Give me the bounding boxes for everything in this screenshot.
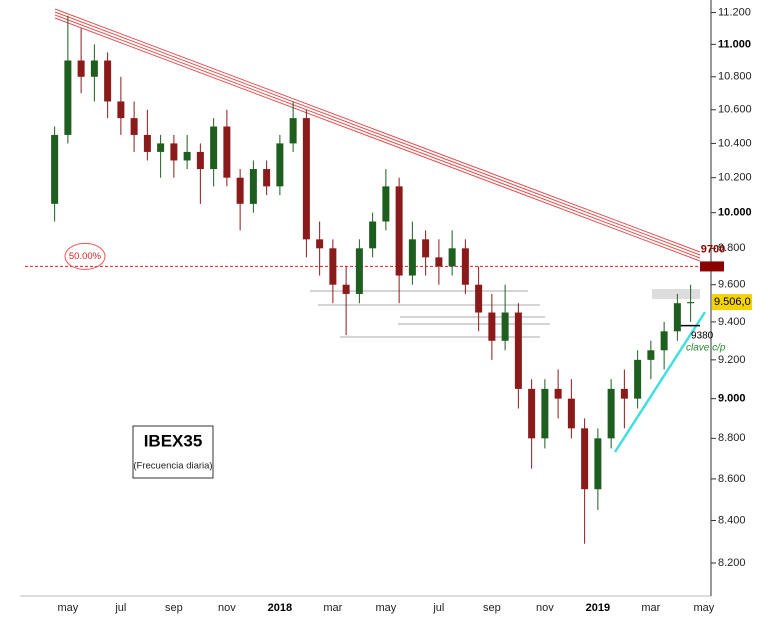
- candle-body: [395, 186, 403, 276]
- candle-body: [276, 143, 284, 187]
- retracement-label: 50.00%: [69, 251, 102, 262]
- candle-body: [554, 388, 562, 399]
- candle-body: [104, 60, 112, 102]
- x-tick-label: may: [693, 602, 714, 614]
- y-tick-label: 10.600: [718, 104, 752, 116]
- candle-body: [475, 284, 483, 313]
- legend-box: IBEX35 (Frecuencia diaria): [132, 425, 214, 479]
- candle-body: [501, 312, 509, 341]
- x-tick-label: jul: [432, 602, 444, 614]
- chart-subtitle: (Frecuencia diaria): [133, 461, 212, 472]
- candle-body: [408, 239, 416, 276]
- y-tick-label: 8.600: [718, 473, 746, 485]
- candle-body: [316, 239, 324, 249]
- resistance-channel: [54, 8, 701, 262]
- candle-body: [448, 248, 456, 267]
- y-tick-label: 8.200: [718, 557, 746, 569]
- candle-body: [183, 151, 191, 161]
- candle-body: [594, 438, 602, 490]
- candle-body: [514, 312, 522, 389]
- candle-body: [541, 388, 549, 439]
- candle-body: [382, 186, 390, 222]
- y-tick-label: 9.200: [718, 354, 746, 366]
- last-price-box: [712, 294, 752, 311]
- candle-body: [302, 118, 310, 240]
- y-tick-label: 10.400: [718, 137, 752, 149]
- candle-body: [90, 60, 98, 77]
- x-tick-label: mar: [323, 602, 342, 614]
- x-tick-label: jul: [114, 602, 126, 614]
- candle-body: [647, 350, 655, 360]
- candle-body: [435, 257, 443, 267]
- x-tick-label: sep: [483, 602, 501, 614]
- candle-body: [157, 143, 165, 152]
- last-price-label: 9.506,0: [714, 296, 751, 308]
- candle-body: [289, 118, 297, 144]
- candle-body: [263, 169, 271, 187]
- key-level-note: clave c/p: [686, 342, 726, 353]
- candle-body: [369, 221, 377, 249]
- x-tick-label: nov: [536, 602, 554, 614]
- retracement-axis-label: 9700: [701, 243, 725, 255]
- y-tick-label: 11.200: [718, 6, 751, 18]
- candle-body: [355, 248, 363, 294]
- candle-body: [687, 302, 695, 304]
- candle-body: [196, 151, 204, 170]
- candle-body: [51, 134, 59, 204]
- candle-body: [117, 101, 125, 119]
- candle-body: [528, 388, 536, 439]
- x-tick-label: 2019: [586, 602, 610, 614]
- support-line: [613, 311, 707, 453]
- candle-body: [342, 284, 350, 294]
- candle-body: [210, 126, 218, 170]
- candle-body: [673, 303, 681, 332]
- candle-body: [223, 126, 231, 178]
- retracement-axis-marker: [700, 261, 724, 272]
- y-tick-label: 10.200: [718, 172, 752, 184]
- candle-body: [422, 239, 430, 258]
- y-tick-label: 9.800: [718, 242, 746, 254]
- candle-body: [236, 177, 244, 204]
- candle-body: [634, 359, 642, 399]
- retracement-circle: [64, 242, 106, 270]
- recent-range: [652, 289, 700, 299]
- candle-body: [567, 398, 575, 429]
- candle-body: [620, 388, 628, 399]
- y-tick-label: 9.600: [718, 279, 746, 291]
- candle-body: [249, 169, 257, 204]
- x-tick-label: mar: [641, 602, 660, 614]
- candle-body: [64, 60, 72, 135]
- title-box: [132, 425, 214, 479]
- y-tick-label: 11.000: [718, 38, 751, 50]
- y-tick-label: 9.000: [718, 393, 746, 405]
- y-tick-label: 10.000: [718, 207, 752, 219]
- candle-body: [607, 388, 615, 439]
- candle-body: [461, 248, 469, 285]
- candle-body: [170, 143, 178, 161]
- key-level-label: 9380: [691, 330, 714, 341]
- y-tick-label: 8.400: [718, 514, 746, 526]
- chart-title: IBEX35: [144, 431, 203, 450]
- y-tick-label: 10.800: [718, 71, 752, 83]
- candle-body: [130, 118, 138, 135]
- x-tick-label: nov: [218, 602, 236, 614]
- y-tick-label: 8.800: [718, 432, 746, 444]
- x-tick-label: may: [57, 602, 78, 614]
- candle-body: [77, 60, 85, 77]
- x-tick-label: sep: [165, 602, 183, 614]
- candle-body: [488, 312, 496, 341]
- x-tick-label: 2018: [268, 602, 292, 614]
- y-tick-label: 9.400: [718, 316, 746, 328]
- candle-body: [581, 428, 589, 490]
- candle-body: [329, 248, 337, 285]
- candle-body: [143, 134, 151, 152]
- x-tick-label: may: [375, 602, 396, 614]
- candle-body: [660, 331, 668, 351]
